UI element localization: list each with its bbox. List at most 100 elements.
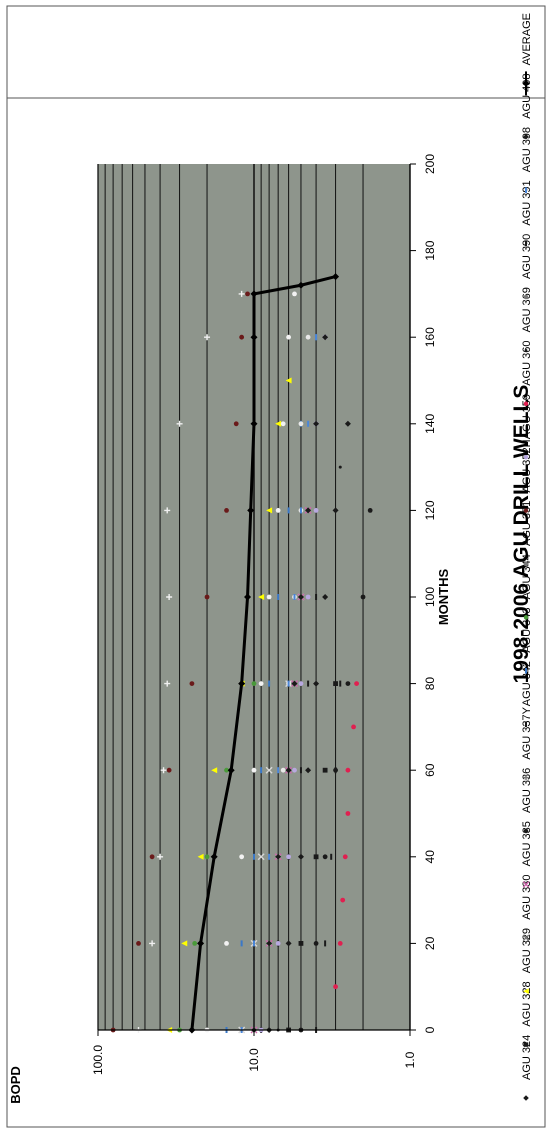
data-point [299,855,303,859]
legend: AGU 324 AGU 328 AGU 329 AGU 330 AGU 335 AGU 3… [521,13,533,1101]
data-point [210,853,218,861]
data-point [354,681,359,686]
x-tick-label: 120 [423,500,437,520]
legend-label: AGU 342 [521,661,533,706]
data-point [345,681,351,686]
data-point [351,724,356,730]
legend-label: AGU 337Y [521,706,533,759]
legend-label: AGU 329 [521,928,533,973]
legend-item: AGU 360 [521,341,533,407]
data-point [266,507,273,514]
legend-swatch [522,79,530,87]
data-point [313,508,319,513]
y-tick-label: 10.0 [247,1048,261,1072]
legend-swatch [523,615,529,620]
data-point [258,681,264,686]
data-point [166,594,173,600]
series-agu-337y [135,290,245,1033]
legend-item: AGU 328 [521,981,533,1047]
data-point [305,334,311,340]
legend-item: AGU 344 [521,554,533,620]
legend-item: AGU 391 [521,180,533,247]
data-point [286,854,292,860]
y-tick-label: 1.0 [403,1051,417,1068]
data-point [275,508,281,513]
data-point [305,507,312,514]
series-agu-344 [177,681,257,1033]
data-point [280,767,286,773]
data-point [313,854,319,860]
data-point [258,594,265,600]
data-point [250,420,258,428]
legend-swatch [523,988,529,994]
x-tick-label: 160 [423,327,437,347]
data-point [298,681,304,686]
data-point [250,290,258,298]
data-point [297,281,305,289]
series-agu-390 [204,291,297,1033]
data-point [280,421,286,427]
data-point [287,941,291,945]
legend-label: AGU 330 [521,875,533,920]
legend-label: AGU 343 [521,608,533,653]
legend-label: AVERAGE [521,13,533,65]
chart-frame [6,5,546,1128]
data-point [332,273,340,281]
data-point [298,941,304,946]
data-point [322,334,329,341]
data-point [238,680,246,688]
x-tick-label: 140 [423,413,437,433]
data-point [313,420,320,427]
legend-label: AGU 324 [521,1035,533,1080]
legend-label: AGU 352H [521,439,533,492]
data-point [224,508,229,513]
data-point [192,941,198,946]
legend-swatch [524,349,528,352]
data-point [204,334,211,341]
x-tick-label: 60 [423,763,437,777]
data-point [227,766,235,774]
data-point [275,853,282,860]
data-point [322,767,328,773]
data-point [305,594,311,600]
legend-item: AGU 335 [521,821,533,888]
data-point [176,420,183,427]
x-tick-label: 180 [423,240,437,260]
data-point [251,767,257,773]
data-point [313,941,319,946]
legend-item: AGU 351 [521,501,533,567]
x-tick-label: 100 [423,587,437,607]
legend-swatch [523,1042,529,1047]
legend-swatch [523,828,529,834]
data-point [338,465,342,469]
legend-item: AGU 337Y [521,706,533,781]
series-average [188,273,340,1034]
series-agu-408 [251,334,329,1033]
legend-swatch [523,774,529,781]
data-point [266,594,272,600]
x-tick-label: 20 [423,936,437,950]
legend-label: AGU 328 [521,981,533,1026]
legend-label: AGU 336 [521,768,533,813]
legend-swatch [523,561,529,567]
data-point [333,681,338,686]
data-point [211,767,218,774]
data-point [149,940,156,947]
data-point [157,853,164,860]
data-point [239,854,245,860]
legend-label: AGU 390 [521,234,533,279]
legend-label: AGU 344 [521,554,533,599]
legend-label: AGU 398 [521,127,533,172]
data-point [275,941,281,946]
data-point [333,984,338,990]
data-point [292,767,297,773]
data-point [160,767,167,774]
data-point [323,595,327,599]
legend-item: AGU 390 [521,234,533,300]
legend-swatch [523,508,529,513]
legend-item: AVERAGE [521,13,533,96]
data-point [285,377,292,384]
legend-swatch [523,454,529,460]
legend-item: AGU 342 [521,661,533,727]
data-point [197,853,204,860]
